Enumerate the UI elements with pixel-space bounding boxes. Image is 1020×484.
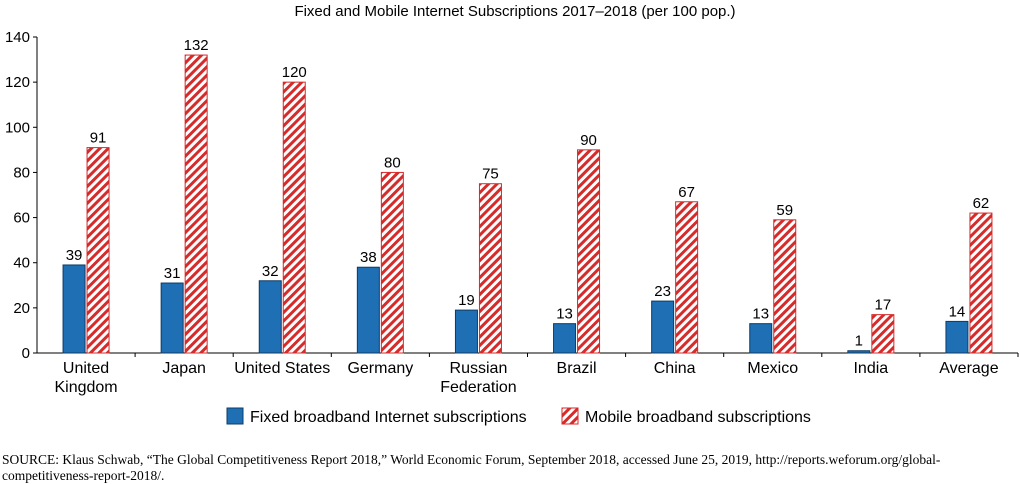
chart-title: Fixed and Mobile Internet Subscriptions …	[294, 3, 735, 20]
data-label-fixed: 23	[654, 283, 671, 300]
data-label-mobile: 62	[973, 195, 990, 212]
bar-fixed-broadband	[356, 266, 380, 354]
data-label-fixed: 13	[752, 306, 769, 323]
bar-fixed-broadband	[749, 323, 773, 354]
bar-fixed-broadband	[651, 300, 675, 354]
data-label-fixed: 13	[556, 306, 573, 323]
bar-mobile-broadband	[871, 314, 895, 354]
bar-mobile-broadband	[969, 212, 993, 354]
data-label-fixed: 31	[164, 265, 181, 282]
data-label-fixed: 14	[949, 303, 966, 320]
x-category-label: Average	[939, 360, 998, 377]
data-label-fixed: 1	[855, 333, 863, 350]
bar-mobile-broadband	[478, 183, 502, 354]
data-label-mobile: 132	[184, 37, 209, 54]
data-label-mobile: 59	[776, 202, 793, 219]
legend-label-fixed: Fixed broadband Internet subscriptions	[250, 409, 527, 426]
bar-mobile-broadband	[577, 149, 601, 354]
legend-swatch-fixed	[226, 407, 244, 425]
y-tick-label: 20	[13, 300, 30, 317]
bar-fixed-broadband	[62, 264, 86, 354]
x-category-label: China	[654, 360, 696, 377]
bar-mobile-broadband	[773, 219, 797, 354]
source-note: SOURCE: Klaus Schwab, “The Global Compet…	[2, 452, 941, 483]
data-label-fixed: 19	[458, 292, 475, 309]
x-category-label: Kingdom	[54, 379, 117, 396]
data-label-fixed: 38	[360, 249, 377, 266]
x-category-label: India	[853, 360, 888, 377]
y-tick-label: 140	[5, 29, 30, 46]
y-tick-label: 120	[5, 74, 30, 91]
legend-swatch-mobile	[561, 407, 579, 425]
bar-mobile-broadband	[184, 54, 208, 354]
bar-fixed-broadband	[553, 323, 577, 354]
legend-label-mobile: Mobile broadband subscriptions	[585, 409, 811, 426]
bar-fixed-broadband	[454, 309, 478, 354]
y-tick-label: 40	[13, 255, 30, 272]
x-category-label: Japan	[162, 360, 206, 377]
y-tick-label: 0	[22, 345, 30, 362]
data-label-mobile: 67	[678, 184, 695, 201]
y-tick-label: 60	[13, 210, 30, 227]
bar-mobile-broadband	[675, 201, 699, 354]
data-label-fixed: 32	[262, 263, 279, 280]
x-category-label: Mexico	[747, 360, 798, 377]
legend: Fixed broadband Internet subscriptions Mo…	[226, 407, 811, 426]
data-label-mobile: 80	[384, 154, 401, 171]
x-category-label: United	[63, 360, 109, 377]
x-category-label: Germany	[347, 360, 413, 377]
data-label-mobile: 17	[875, 297, 892, 314]
data-label-mobile: 90	[580, 132, 597, 149]
data-label-mobile: 75	[482, 166, 499, 183]
bar-mobile-broadband	[86, 147, 110, 354]
bar-fixed-broadband	[258, 280, 282, 354]
plot-area: 0204060801001201403991UnitedKingdom31132…	[5, 29, 1019, 396]
bar-fixed-broadband	[847, 350, 871, 354]
data-label-fixed: 39	[66, 247, 83, 264]
x-category-label: Federation	[440, 379, 517, 396]
y-tick-label: 100	[5, 119, 30, 136]
y-tick-label: 80	[13, 164, 30, 181]
x-category-label: Brazil	[557, 360, 597, 377]
bar-mobile-broadband	[380, 171, 404, 354]
bar-fixed-broadband	[945, 320, 969, 354]
bar-chart: Fixed and Mobile Internet Subscriptions …	[5, 3, 1019, 426]
data-label-mobile: 120	[282, 64, 307, 81]
bar-fixed-broadband	[160, 282, 184, 354]
x-category-label: Russian	[450, 360, 508, 377]
x-category-label: United States	[234, 360, 330, 377]
data-label-mobile: 91	[90, 130, 107, 147]
bar-mobile-broadband	[282, 81, 306, 354]
